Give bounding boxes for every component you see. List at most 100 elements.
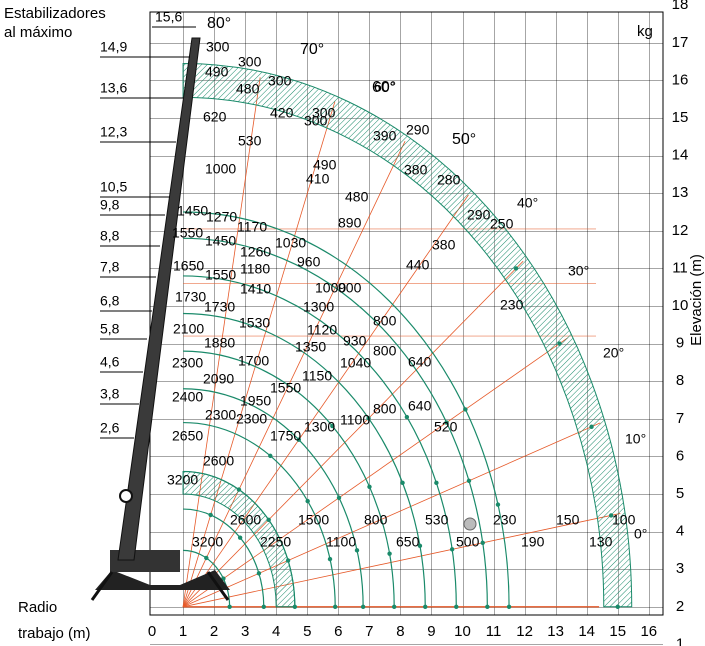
x-tick-label: 8 [396, 623, 404, 640]
angle-ray [182, 101, 336, 607]
boom-length-label: 13,6 [100, 80, 127, 96]
boom-length-label: 10,5 [100, 179, 127, 195]
x-tick-label: 9 [427, 623, 435, 640]
load-label: 60° [374, 79, 395, 95]
load-label: 480 [236, 81, 260, 97]
arc-dot [466, 478, 472, 483]
load-label: 2600 [203, 453, 234, 469]
load-label: 300 [268, 73, 292, 89]
load-label: 1730 [175, 289, 206, 305]
load-label: 2100 [173, 321, 204, 337]
load-label: 1260 [240, 244, 271, 260]
load-label: 250 [490, 216, 514, 232]
load-label: 1120 [307, 322, 337, 338]
load-label: 1300 [303, 299, 334, 315]
load-label: 530 [238, 133, 262, 149]
boom-length-label: 3,8 [100, 386, 120, 402]
angle-label: 10° [625, 431, 646, 447]
load-label: 1650 [173, 258, 204, 274]
boom-length-label: 15,6 [155, 9, 182, 25]
y-axis-label: Elevación (m) [688, 254, 705, 346]
y-tick-label: 5 [676, 485, 684, 502]
x-tick-label: 1 [179, 623, 187, 640]
angle-ray [182, 194, 469, 608]
range-arc [183, 549, 231, 607]
load-label: 150 [556, 512, 580, 528]
load-label: 300 [312, 105, 336, 121]
load-label: 640 [408, 354, 432, 370]
load-label: 2300 [172, 355, 203, 371]
angle-ray [182, 260, 524, 608]
arc-dot [495, 502, 501, 507]
arc-dot [261, 604, 266, 609]
load-label: 490 [313, 157, 337, 173]
y-tick-label: 7 [676, 410, 684, 427]
angle-ray [182, 422, 601, 608]
angle-label: 60° [372, 79, 396, 96]
units-label: kg [637, 23, 653, 40]
arc-dot [444, 420, 449, 425]
x-axis-label: Radio [18, 599, 57, 616]
load-label: 800 [364, 512, 388, 528]
load-label: 1300 [304, 419, 335, 435]
load-label: 2600 [230, 512, 261, 528]
title-line-2: al máximo [4, 24, 73, 41]
load-label: 1270 [206, 209, 237, 225]
arc-dot [221, 576, 226, 581]
angle-label: 20° [603, 345, 624, 361]
load-label: 1180 [240, 261, 270, 277]
load-label: 1530 [239, 315, 270, 331]
y-tick-label: 1 [676, 635, 684, 646]
x-axis-label: trabajo (m) [18, 625, 91, 642]
y-tick-label: 2 [676, 598, 684, 615]
load-label: 1350 [295, 339, 326, 355]
y-tick-label: 15 [672, 109, 689, 126]
load-label: 290 [467, 207, 491, 223]
arc-dot [513, 266, 519, 271]
arc-dot [387, 551, 392, 556]
load-label: 500 [456, 534, 480, 550]
load-label: 300 [238, 54, 262, 70]
arc-dot [417, 543, 423, 549]
arc-dot [285, 558, 291, 563]
load-label: 1410 [240, 281, 271, 297]
load-label: 2090 [203, 371, 234, 387]
chart-labels: 0 1 2 3 4 5 6 7 8 9 10 11 12 13 14 15 161234567891011121… [18, 0, 705, 646]
load-label: 1030 [275, 235, 306, 251]
load-label: 380 [404, 162, 428, 178]
load-label: 1450 [205, 233, 236, 249]
load-label: 640 [408, 398, 432, 414]
arc-dot [354, 548, 360, 553]
load-label: 1730 [204, 299, 235, 315]
load-label: 390 [373, 128, 397, 144]
load-label: 1550 [270, 380, 301, 396]
load-label: 410 [306, 171, 330, 187]
load-label: 300 [206, 39, 230, 55]
load-label: 930 [343, 333, 367, 349]
boom-length-label: 6,8 [100, 293, 120, 309]
angle-label: 0° [634, 526, 647, 542]
boom-length-label: 5,8 [100, 321, 120, 337]
y-tick-label: 12 [672, 222, 689, 239]
boom-length-label: 7,8 [100, 259, 120, 275]
x-tick-label: 2 [210, 623, 218, 640]
arc-dot [404, 414, 410, 420]
arc-dot [305, 498, 310, 504]
load-label: 1170 [237, 219, 267, 235]
range-arcs [182, 62, 633, 609]
load-label: 300 [304, 113, 328, 129]
y-tick-label: 6 [676, 447, 684, 464]
load-label: 3200 [167, 472, 198, 488]
load-label: 1950 [240, 393, 271, 409]
arc-dot [366, 416, 371, 421]
angle-ray [182, 140, 406, 607]
y-tick-label: 8 [676, 372, 684, 389]
y-tick-label: 17 [672, 34, 689, 51]
arc-dot [454, 604, 459, 609]
angle-ray [182, 513, 621, 608]
boom-length-label: 8,8 [100, 228, 120, 244]
load-label: 190 [521, 534, 545, 550]
load-label: 900 [338, 280, 362, 296]
arc-dot [557, 341, 562, 346]
load-label: 1000 [315, 280, 346, 296]
